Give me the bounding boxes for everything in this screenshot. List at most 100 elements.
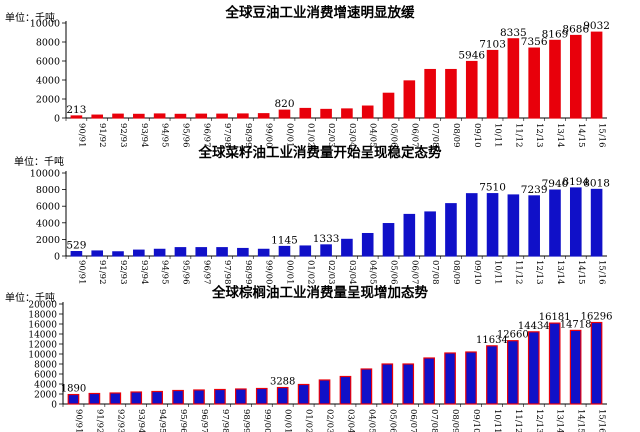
bar-96/97 (195, 113, 208, 119)
x-tick-label: 05/06 (389, 260, 399, 285)
data-label: 8335 (500, 27, 527, 39)
x-tick-label: 12/13 (534, 123, 544, 148)
x-tick-label: 91/92 (97, 123, 107, 148)
x-tick-label: 93/94 (136, 409, 146, 432)
bar-04/05 (361, 105, 374, 119)
bar-06/07 (403, 213, 416, 257)
x-tick-label: 90/91 (76, 260, 86, 285)
data-label: 7356 (521, 36, 548, 48)
chart-title: 全球菜籽油工业消费量开始呈现稳定态势 (198, 144, 442, 161)
y-tick-label: 10000 (28, 351, 57, 361)
bar-98/99 (237, 247, 249, 257)
x-tick-label: 08/09 (450, 409, 460, 432)
bar-14/15 (569, 34, 582, 119)
x-tick-label: 95/96 (180, 260, 190, 285)
x-tick-label: 00/01 (283, 409, 293, 432)
y-tick-label: 4000 (36, 76, 60, 87)
x-tick-label: 00/01 (284, 123, 294, 148)
unit-label: 单位：千吨 (5, 291, 55, 304)
bar-11/12 (507, 194, 520, 257)
data-label: 16296 (581, 312, 613, 323)
bar-91/92 (91, 250, 104, 257)
x-tick-label: 95/96 (178, 409, 188, 432)
bar-00/01 (278, 245, 291, 257)
bar-10/11 (486, 345, 498, 405)
bar-11/12 (507, 38, 520, 119)
bar-92/93 (112, 113, 124, 119)
y-tick-label: 12000 (28, 341, 57, 351)
bar-11/12 (507, 340, 519, 405)
bar-90/91 (67, 393, 80, 405)
data-label: 12660 (497, 330, 529, 341)
y-tick-label: 10000 (30, 169, 60, 180)
data-label: 1145 (271, 234, 298, 246)
data-label: 8686 (562, 23, 589, 35)
bar-92/93 (112, 251, 124, 257)
data-label: 820 (274, 98, 294, 110)
x-tick-label: 90/91 (76, 123, 86, 148)
x-tick-label: 91/92 (97, 260, 107, 285)
x-tick-label: 94/95 (160, 260, 170, 285)
bar-05/06 (382, 223, 395, 257)
x-tick-label: 07/08 (430, 123, 440, 148)
x-tick-label: 07/08 (429, 409, 439, 432)
x-tick-label: 91/92 (94, 409, 104, 432)
x-tick-label: 97/98 (220, 409, 230, 432)
bar-95/96 (172, 389, 184, 405)
bar-93/94 (133, 249, 145, 257)
y-tick-label: 10000 (30, 19, 60, 30)
bar-10/11 (486, 193, 499, 257)
bar-15/16 (590, 321, 603, 405)
bar-15/16 (590, 188, 603, 257)
data-label: 7940 (542, 178, 569, 190)
bar-09/10 (465, 60, 478, 119)
data-label: 8194 (562, 176, 589, 188)
bar-96/97 (195, 247, 208, 257)
x-tick-label: 15/16 (597, 409, 607, 432)
bar-02/03 (320, 108, 332, 119)
x-tick-label: 04/05 (368, 123, 378, 148)
x-tick-label: 00/01 (284, 260, 294, 285)
x-tick-label: 14/15 (576, 409, 586, 432)
bar-94/95 (151, 390, 163, 405)
x-tick-label: 04/05 (366, 409, 376, 432)
data-label: 8169 (542, 28, 569, 40)
data-label: 9032 (583, 20, 610, 32)
bar-12/13 (527, 331, 540, 405)
x-tick-label: 98/99 (241, 409, 251, 432)
x-tick-label: 08/09 (451, 260, 461, 285)
data-label: 529 (66, 240, 86, 252)
x-tick-label: 09/10 (472, 123, 482, 148)
x-tick-label: 03/04 (345, 409, 355, 432)
x-tick-label: 01/02 (305, 123, 315, 148)
bar-94/95 (153, 113, 166, 119)
bar-01/02 (299, 245, 312, 257)
bar-93/94 (130, 391, 143, 405)
y-tick-label: 18000 (28, 311, 57, 321)
x-tick-label: 02/03 (325, 409, 335, 432)
data-label: 7103 (479, 39, 506, 51)
x-tick-label: 02/03 (326, 123, 336, 148)
x-tick-label: 96/97 (201, 260, 211, 285)
bar-08/09 (444, 352, 456, 405)
bar-95/96 (174, 113, 187, 119)
data-label: 7510 (479, 182, 506, 194)
bar-96/97 (193, 389, 205, 405)
y-tick-label: 16000 (28, 321, 57, 331)
bar-07/08 (423, 357, 435, 405)
bar-93/94 (133, 113, 145, 119)
bar-04/05 (361, 232, 374, 257)
y-tick-label: 2000 (36, 235, 60, 246)
x-tick-label: 04/05 (368, 260, 378, 285)
bar-03/04 (339, 375, 352, 405)
bar-98/99 (237, 113, 249, 119)
x-tick-label: 99/00 (262, 409, 272, 432)
x-tick-label: 96/97 (201, 123, 211, 148)
bar-90/91 (70, 251, 83, 257)
bar-14/15 (569, 329, 582, 405)
x-tick-label: 92/93 (115, 409, 125, 432)
x-tick-label: 11/12 (513, 260, 523, 285)
x-tick-label: 10/11 (493, 123, 503, 148)
